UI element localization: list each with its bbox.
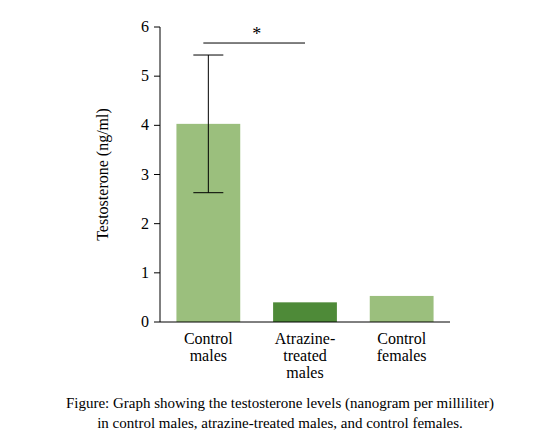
- y-tick: [154, 174, 160, 175]
- y-tick: [154, 322, 160, 323]
- error-bar: [193, 55, 223, 193]
- chart: 0123456Testosterone (ng/ml)ControlmalesA…: [0, 0, 560, 440]
- significance-label: *: [252, 24, 261, 44]
- bars: [176, 55, 433, 322]
- error-cap: [193, 55, 223, 56]
- x-tick-label: Controlfemales: [377, 330, 427, 364]
- y-axis-label: Testosterone (ng/ml): [94, 108, 112, 241]
- y-tick: [154, 272, 160, 273]
- y-tick-label: 5: [141, 67, 149, 84]
- y-tick-label: 4: [141, 116, 149, 133]
- label-line: Atrazine-: [275, 330, 335, 347]
- label-line: males: [190, 347, 227, 364]
- label-line: treated: [283, 347, 327, 364]
- y-tick: [154, 76, 160, 77]
- label-line: males: [286, 364, 323, 381]
- label-line: females: [377, 347, 427, 364]
- y-tick: [154, 125, 160, 126]
- y-tick: [154, 223, 160, 224]
- y-tick-label: 1: [141, 264, 149, 281]
- caption: in control males, atrazine-treated males…: [97, 415, 463, 431]
- error-line: [208, 55, 209, 193]
- x-tick-label: Atrazine-treatedmales: [275, 330, 335, 381]
- label-line: Control: [377, 330, 426, 347]
- y-tick-label: 3: [141, 166, 149, 183]
- x-tick-label: Controlmales: [184, 330, 233, 364]
- label-line: Control: [184, 330, 233, 347]
- bar: [370, 296, 434, 322]
- error-cap: [193, 192, 223, 193]
- y-tick-label: 6: [141, 18, 149, 35]
- y-tick-label: 0: [141, 313, 149, 330]
- caption: Figure: Graph showing the testosterone l…: [66, 395, 494, 412]
- bar: [273, 302, 337, 322]
- y-tick-label: 2: [141, 215, 149, 232]
- x-axis: [160, 322, 450, 323]
- y-tick: [154, 27, 160, 28]
